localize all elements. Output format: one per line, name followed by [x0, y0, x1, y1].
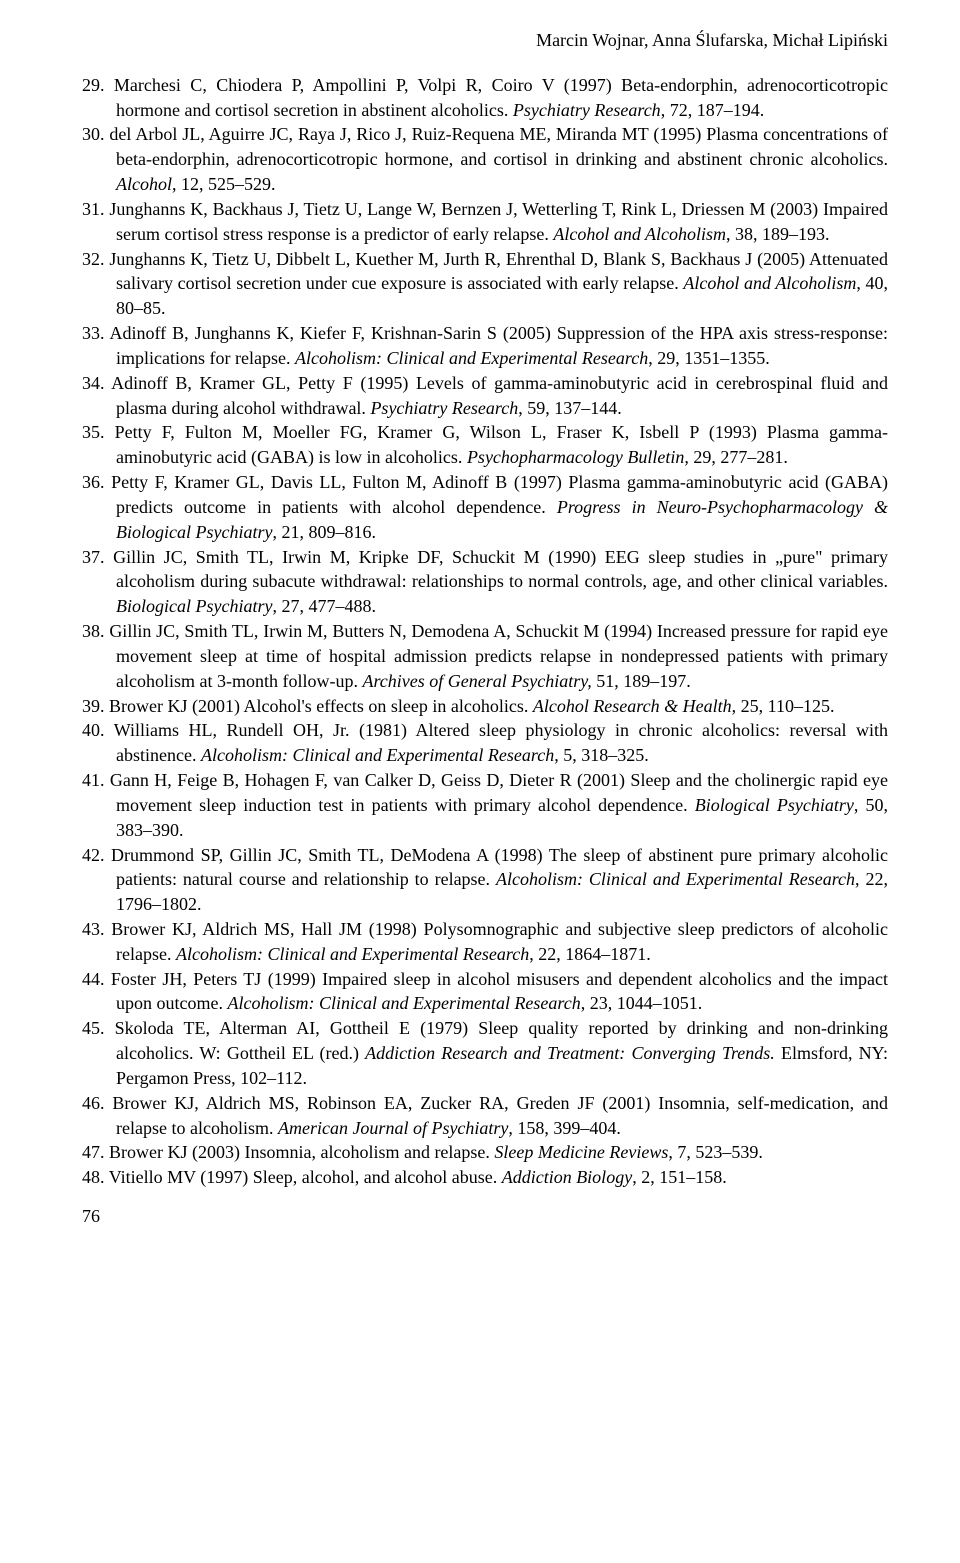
reference-item: 30. del Arbol JL, Aguirre JC, Raya J, Ri… — [82, 122, 888, 196]
reference-text: Vitiello MV (1997) Sleep, alcohol, and a… — [109, 1167, 502, 1187]
reference-text: , 21, 809–816. — [272, 522, 376, 542]
reference-text: 29, 277–281. — [689, 447, 788, 467]
reference-number: 31. — [82, 199, 109, 219]
reference-number: 36. — [82, 472, 111, 492]
reference-item: 34. Adinoff B, Kramer GL, Petty F (1995)… — [82, 371, 888, 421]
reference-journal: Alcohol and Alcoholism — [683, 273, 856, 293]
reference-number: 44. — [82, 969, 111, 989]
reference-text: , 5, 318–325. — [554, 745, 649, 765]
reference-item: 36. Petty F, Kramer GL, Davis LL, Fulton… — [82, 470, 888, 544]
reference-journal: Alcohol Research & Health — [533, 696, 732, 716]
reference-number: 38. — [82, 621, 109, 641]
reference-text: , 22, 1864–1871. — [529, 944, 651, 964]
reference-number: 45. — [82, 1018, 115, 1038]
reference-item: 43. Brower KJ, Aldrich MS, Hall JM (1998… — [82, 917, 888, 967]
reference-journal: Addiction Biology — [502, 1167, 632, 1187]
reference-number: 34. — [82, 373, 111, 393]
reference-item: 45. Skoloda TE, Alterman AI, Gottheil E … — [82, 1016, 888, 1090]
reference-journal: Alcoholism: Clinical and Experimental Re… — [176, 944, 529, 964]
reference-journal: Biological Psychiatry — [695, 795, 854, 815]
reference-text: , 38, 189–193. — [726, 224, 830, 244]
reference-number: 29. — [82, 75, 114, 95]
reference-item: 48. Vitiello MV (1997) Sleep, alcohol, a… — [82, 1165, 888, 1190]
reference-item: 47. Brower KJ (2003) Insomnia, alcoholis… — [82, 1140, 888, 1165]
reference-number: 40. — [82, 720, 114, 740]
reference-journal: Psychiatry Research — [513, 100, 661, 120]
reference-text: del Arbol JL, Aguirre JC, Raya J, Rico J… — [109, 124, 888, 169]
reference-number: 46. — [82, 1093, 112, 1113]
reference-item: 44. Foster JH, Peters TJ (1999) Impaired… — [82, 967, 888, 1017]
reference-text: , 59, 137–144. — [518, 398, 622, 418]
reference-journal: Sleep Medicine Reviews — [494, 1142, 668, 1162]
reference-number: 39. — [82, 696, 109, 716]
reference-text: , 27, 477–488. — [272, 596, 376, 616]
reference-journal: Alcoholism: Clinical and Experimental Re… — [227, 993, 580, 1013]
reference-journal: Psychopharmacology Bulletin, — [467, 447, 689, 467]
reference-journal: American Journal of Psychiatry — [278, 1118, 508, 1138]
reference-item: 37. Gillin JC, Smith TL, Irwin M, Kripke… — [82, 545, 888, 619]
reference-journal: Psychiatry Research — [370, 398, 518, 418]
reference-text: Gillin JC, Smith TL, Irwin M, Kripke DF,… — [113, 547, 888, 592]
reference-text: , 12, 525–529. — [172, 174, 276, 194]
reference-item: 29. Marchesi C, Chiodera P, Ampollini P,… — [82, 73, 888, 123]
reference-item: 41. Gann H, Feige B, Hohagen F, van Calk… — [82, 768, 888, 842]
reference-journal: Alcohol — [116, 174, 172, 194]
reference-text: Brower KJ (2003) Insomnia, alcoholism an… — [109, 1142, 494, 1162]
reference-journal: Alcohol and Alcoholism — [553, 224, 726, 244]
reference-journal: Alcoholism: Clinical and Experimental Re… — [201, 745, 554, 765]
page-number: 76 — [82, 1204, 888, 1229]
reference-item: 39. Brower KJ (2001) Alcohol's effects o… — [82, 694, 888, 719]
reference-number: 35. — [82, 422, 115, 442]
reference-number: 47. — [82, 1142, 109, 1162]
reference-journal: Alcoholism: Clinical and Experimental Re… — [496, 869, 855, 889]
reference-text: , 72, 187–194. — [661, 100, 765, 120]
reference-text: 51, 189–197. — [592, 671, 691, 691]
reference-item: 46. Brower KJ, Aldrich MS, Robinson EA, … — [82, 1091, 888, 1141]
reference-number: 30. — [82, 124, 109, 144]
reference-number: 48. — [82, 1167, 109, 1187]
reference-item: 38. Gillin JC, Smith TL, Irwin M, Butter… — [82, 619, 888, 693]
reference-journal: Alcoholism: Clinical and Experimental Re… — [295, 348, 648, 368]
reference-number: 43. — [82, 919, 111, 939]
reference-number: 42. — [82, 845, 111, 865]
reference-number: 33. — [82, 323, 109, 343]
reference-number: 41. — [82, 770, 110, 790]
reference-text: , 29, 1351–1355. — [648, 348, 770, 368]
reference-text: , 7, 523–539. — [668, 1142, 763, 1162]
reference-number: 37. — [82, 547, 113, 567]
reference-journal: Addiction Research and Treatment: Conver… — [365, 1043, 775, 1063]
reference-item: 35. Petty F, Fulton M, Moeller FG, Krame… — [82, 420, 888, 470]
reference-item: 31. Junghanns K, Backhaus J, Tietz U, La… — [82, 197, 888, 247]
header-authors: Marcin Wojnar, Anna Ślufarska, Michał Li… — [82, 28, 888, 53]
reference-number: 32. — [82, 249, 109, 269]
reference-text: Marchesi C, Chiodera P, Ampollini P, Vol… — [114, 75, 888, 120]
reference-text: , 25, 110–125. — [732, 696, 835, 716]
references-list: 29. Marchesi C, Chiodera P, Ampollini P,… — [82, 73, 888, 1190]
reference-item: 32. Junghanns K, Tietz U, Dibbelt L, Kue… — [82, 247, 888, 321]
reference-journal: Archives of General Psychiatry, — [362, 671, 591, 691]
reference-text: , 23, 1044–1051. — [581, 993, 703, 1013]
reference-text: , 2, 151–158. — [632, 1167, 727, 1187]
reference-item: 33. Adinoff B, Junghanns K, Kiefer F, Kr… — [82, 321, 888, 371]
reference-item: 40. Williams HL, Rundell OH, Jr. (1981) … — [82, 718, 888, 768]
reference-journal: Biological Psychiatry — [116, 596, 272, 616]
reference-item: 42. Drummond SP, Gillin JC, Smith TL, De… — [82, 843, 888, 917]
reference-text: Brower KJ (2001) Alcohol's effects on sl… — [109, 696, 533, 716]
reference-text: , 158, 399–404. — [508, 1118, 621, 1138]
